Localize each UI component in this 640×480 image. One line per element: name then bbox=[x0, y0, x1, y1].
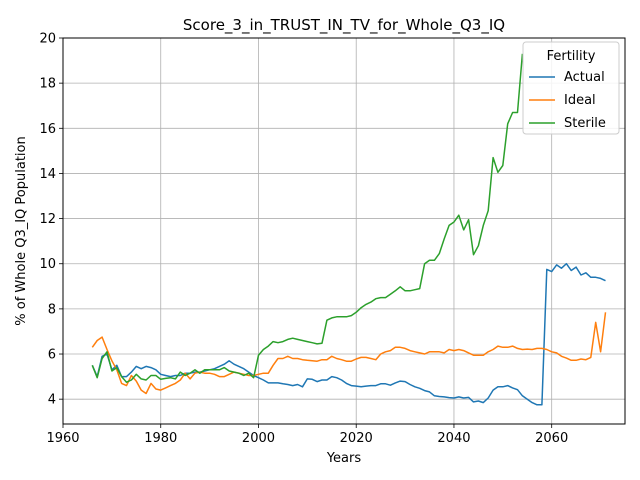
x-tick-label: 2040 bbox=[437, 431, 470, 446]
y-tick-label: 6 bbox=[48, 348, 56, 363]
x-tick-label: 2000 bbox=[242, 431, 275, 446]
y-tick-label: 4 bbox=[48, 393, 56, 408]
plot-frame bbox=[62, 37, 626, 425]
y-tick-label: 18 bbox=[39, 77, 56, 92]
series-line-sterile bbox=[91, 53, 524, 383]
y-axis-label: % of Whole Q3_IQ Population bbox=[14, 136, 29, 325]
legend-box bbox=[522, 41, 620, 135]
y-tick-label: 8 bbox=[48, 302, 56, 317]
chart-title: Score_3_in_TRUST_IN_TV_for_Whole_Q3_IQ bbox=[183, 16, 505, 35]
legend-items: Actual Ideal Sterile bbox=[529, 70, 606, 131]
x-tick-label: 2020 bbox=[340, 431, 373, 446]
y-tick-label: 20 bbox=[39, 32, 56, 47]
y-tick-label: 10 bbox=[39, 257, 56, 272]
y-tick-label: 16 bbox=[39, 122, 56, 137]
legend-label-ideal: Ideal bbox=[564, 93, 596, 108]
legend-label-actual: Actual bbox=[564, 70, 605, 85]
axis-ticks: 1960 1980 2000 2020 2040 2060 4 6 8 10 12 14 16 18 20 bbox=[39, 32, 568, 447]
legend-title: Fertility bbox=[547, 49, 596, 64]
x-tick-label: 1980 bbox=[144, 431, 177, 446]
x-axis-label: Years bbox=[326, 451, 362, 466]
legend-label-sterile: Sterile bbox=[564, 116, 606, 131]
x-tick-label: 1960 bbox=[46, 431, 79, 446]
y-tick-label: 14 bbox=[39, 167, 56, 182]
y-tick-label: 12 bbox=[39, 212, 56, 227]
x-tick-label: 2060 bbox=[535, 431, 568, 446]
series-lines bbox=[91, 53, 607, 406]
series-line-ideal bbox=[91, 312, 607, 395]
legend: Fertility Actual Ideal Sterile bbox=[522, 41, 620, 135]
